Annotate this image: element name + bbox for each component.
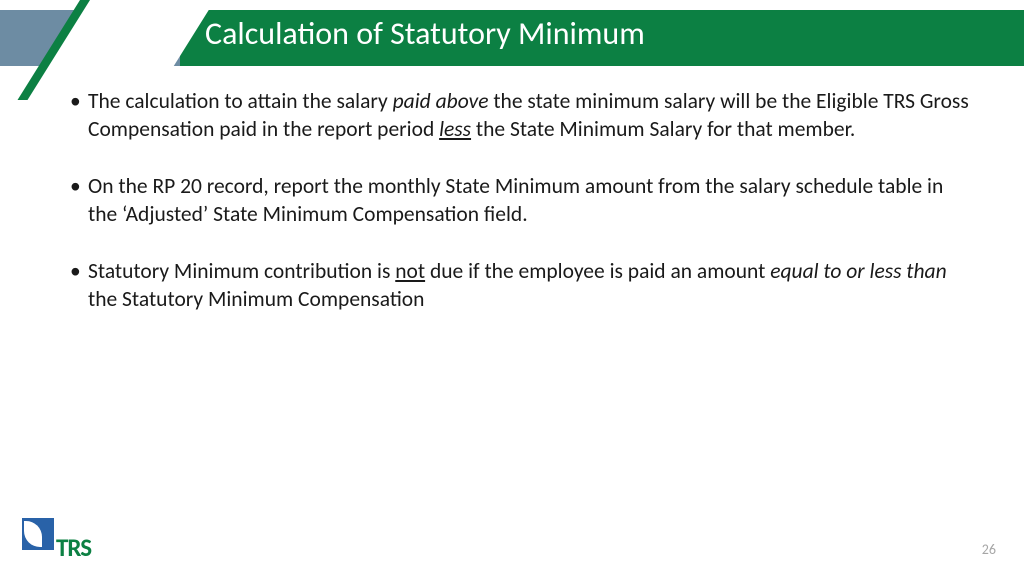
bullet-text: On the RP 20 record, report the monthly …	[88, 173, 974, 228]
bullet-marker: •	[70, 258, 88, 313]
slide: Calculation of Statutory Minimum • The c…	[0, 0, 1024, 576]
text-span: due if the employee is paid an amount	[425, 258, 770, 284]
content-area: • The calculation to attain the salary p…	[70, 88, 974, 343]
text-span: The calculation to attain the salary	[88, 88, 393, 114]
text-span: the Statutory Minimum Compensation	[88, 286, 424, 312]
logo-text: TRS	[56, 537, 91, 558]
bullet-item: • On the RP 20 record, report the monthl…	[70, 173, 974, 228]
slide-title: Calculation of Statutory Minimum	[205, 14, 645, 53]
bullet-text: Statutory Minimum contribution is not du…	[88, 258, 974, 313]
logo-mark	[22, 518, 54, 558]
italic-underline-span: less	[439, 116, 471, 142]
italic-span: paid above	[393, 88, 489, 114]
page-number: 26	[982, 541, 996, 558]
bullet-item: • Statutory Minimum contribution is not …	[70, 258, 974, 313]
italic-span: equal to or less than	[770, 258, 946, 284]
bullet-text: The calculation to attain the salary pai…	[88, 88, 974, 143]
bullet-item: • The calculation to attain the salary p…	[70, 88, 974, 143]
bullet-marker: •	[70, 88, 88, 143]
bullet-marker: •	[70, 173, 88, 228]
trs-logo: TRS	[22, 518, 91, 558]
text-span: the State Minimum Salary for that member…	[471, 116, 855, 142]
text-span: Statutory Minimum contribution is	[88, 258, 395, 284]
underline-span: not	[395, 258, 425, 284]
